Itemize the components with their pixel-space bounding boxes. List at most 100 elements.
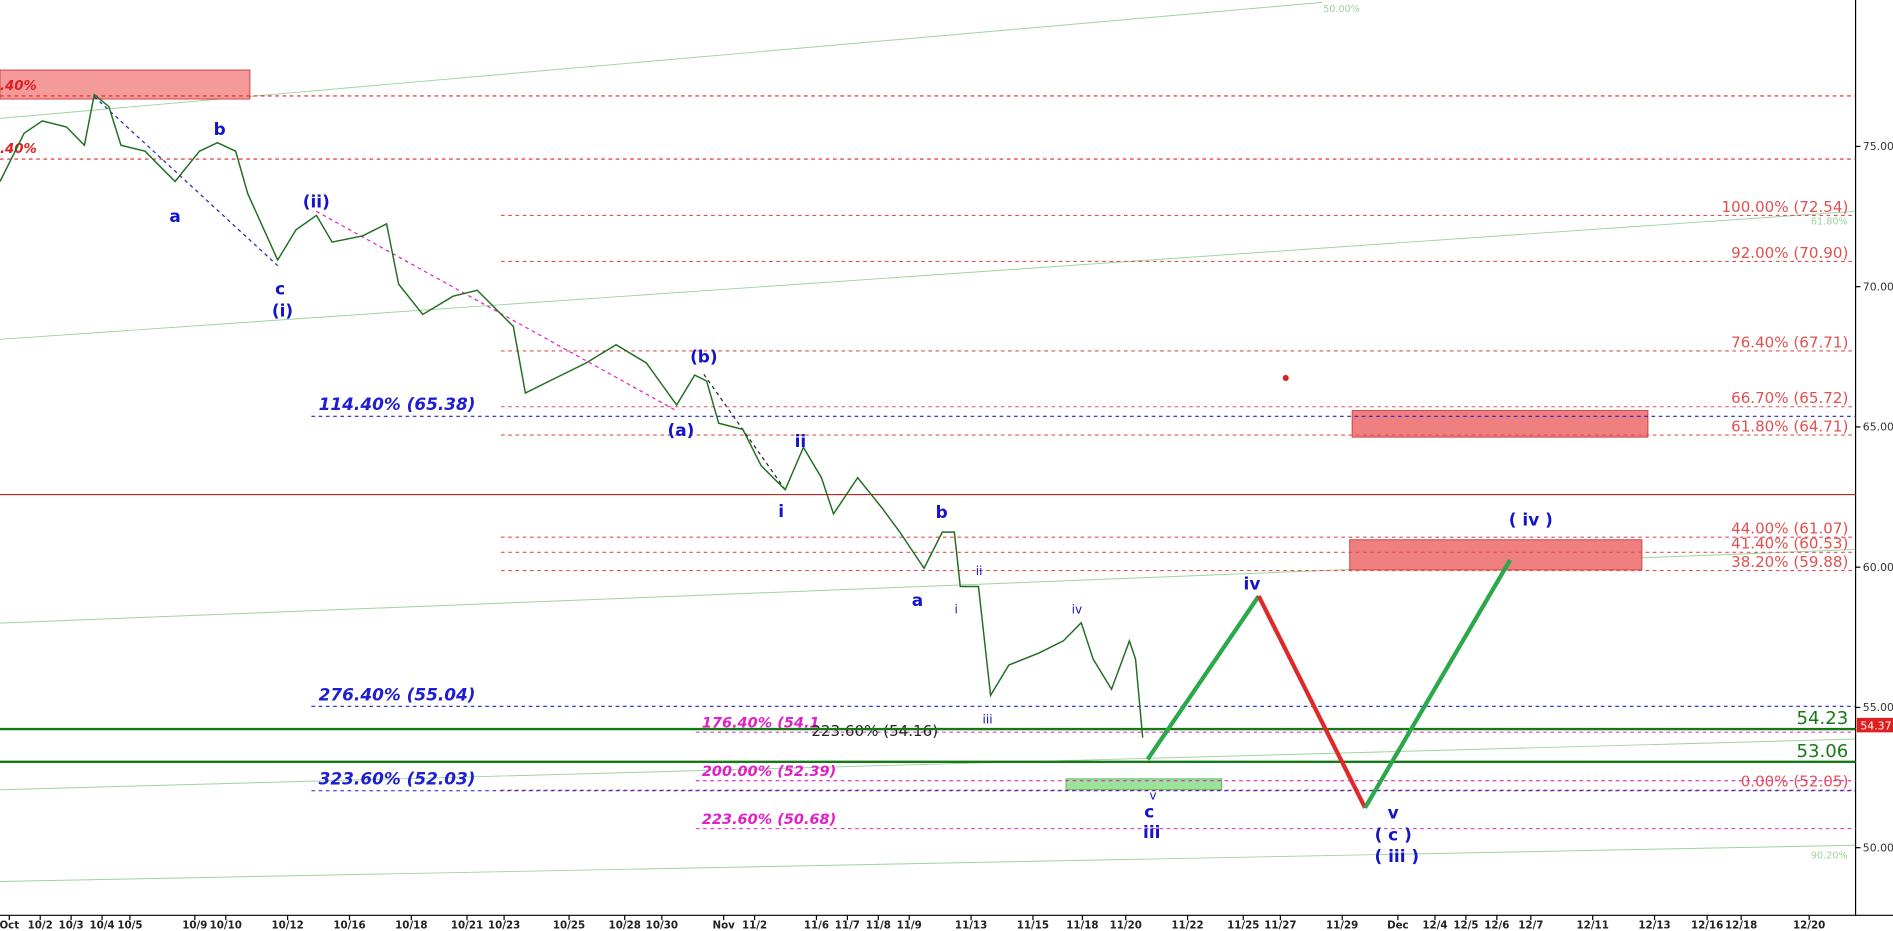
wave-label: (b) bbox=[690, 346, 718, 366]
wave-label: b bbox=[214, 119, 226, 139]
channel-line bbox=[0, 844, 1856, 882]
wave-label: iv bbox=[1244, 573, 1261, 593]
channel-line bbox=[0, 1, 1323, 119]
wave-label: a bbox=[912, 590, 923, 610]
zone-box bbox=[1349, 539, 1643, 571]
x-tick-label: 10/28 bbox=[609, 920, 641, 931]
y-tick-label: 60.00 bbox=[1863, 561, 1893, 574]
x-tick-label: 11/6 bbox=[804, 920, 829, 931]
x-tick-label: 10/30 bbox=[646, 920, 678, 931]
wave-label: ( iii ) bbox=[1375, 846, 1420, 866]
x-tick-label: 10/16 bbox=[333, 920, 365, 931]
x-tick-label: 11/2 bbox=[742, 920, 767, 931]
level-label: .40% bbox=[0, 142, 37, 157]
x-tick-label: 12/5 bbox=[1453, 920, 1478, 931]
channel-label: 90.20% bbox=[1811, 851, 1848, 862]
wave-label: v bbox=[1388, 803, 1399, 823]
projection-line bbox=[1363, 558, 1512, 809]
x-tick-label: 11/27 bbox=[1264, 920, 1296, 931]
wave-label: v bbox=[1149, 788, 1156, 802]
channel-line bbox=[0, 738, 1856, 791]
level-label: 100.00% (72.54) bbox=[1722, 198, 1849, 216]
x-tick-label: Dec bbox=[1387, 920, 1409, 931]
x-tick-label: 11/15 bbox=[1017, 920, 1049, 931]
level-label: 41.40% (60.53) bbox=[1731, 535, 1848, 553]
wave-label: (a) bbox=[667, 420, 694, 440]
x-tick-label: 10/10 bbox=[210, 920, 242, 931]
level-label: 53.06 bbox=[1796, 741, 1848, 762]
level-label: 223.60% (50.68) bbox=[702, 812, 836, 828]
channel-label: 61.80% bbox=[1811, 217, 1848, 228]
x-tick-label: 10/9 bbox=[182, 920, 207, 931]
zone-box bbox=[0, 69, 251, 100]
y-tick-label: 50.00 bbox=[1863, 841, 1893, 854]
x-tick-label: 11/25 bbox=[1227, 920, 1259, 931]
x-tick-label: 12/6 bbox=[1484, 920, 1509, 931]
wave-label: ii bbox=[795, 431, 807, 451]
wave-label: i bbox=[954, 602, 957, 616]
wave-label: b bbox=[936, 502, 948, 522]
x-tick-label: 11/7 bbox=[835, 920, 860, 931]
x-tick-label: 11/8 bbox=[866, 920, 891, 931]
x-tick-label: 12/13 bbox=[1638, 920, 1670, 931]
price-tag-label: 54.37 bbox=[1860, 719, 1891, 732]
x-tick-label: 10/18 bbox=[395, 920, 427, 931]
wave-line bbox=[703, 373, 786, 490]
wave-label: c bbox=[275, 279, 285, 299]
level-label: .40% bbox=[0, 79, 37, 94]
level-label: 61.80% (64.71) bbox=[1731, 417, 1848, 435]
x-tick-label: 10/4 bbox=[89, 920, 114, 931]
channel-line bbox=[0, 210, 1856, 340]
projection-line bbox=[1145, 594, 1261, 761]
x-tick-label: 11/20 bbox=[1110, 920, 1142, 931]
wave-label: iii bbox=[1143, 822, 1160, 842]
y-tick-label: 55.00 bbox=[1863, 701, 1893, 714]
x-tick-label: 10/5 bbox=[117, 920, 142, 931]
wave-label: ( c ) bbox=[1375, 824, 1412, 844]
level-label: 276.40% (55.04) bbox=[319, 684, 476, 704]
level-label: 200.00% (52.39) bbox=[702, 764, 836, 780]
wave-label: ii bbox=[976, 564, 983, 578]
x-tick-label: Nov bbox=[713, 920, 736, 931]
x-tick-label: 12/18 bbox=[1725, 920, 1757, 931]
wave-line bbox=[93, 96, 279, 267]
x-tick-label: Oct bbox=[0, 920, 19, 931]
level-label: 44.00% (61.07) bbox=[1731, 520, 1848, 538]
y-tick-label: 75.00 bbox=[1863, 140, 1893, 153]
x-tick-label: 11/29 bbox=[1326, 920, 1358, 931]
wave-label: (i) bbox=[272, 300, 293, 320]
x-tick-label: 10/25 bbox=[553, 920, 585, 931]
x-tick-label: 12/16 bbox=[1691, 920, 1723, 931]
y-tick-label: 70.00 bbox=[1863, 280, 1893, 293]
wave-label: i bbox=[778, 501, 784, 521]
wave-label: c bbox=[1144, 801, 1154, 821]
x-tick-label: 10/2 bbox=[28, 920, 53, 931]
x-tick-label: 12/20 bbox=[1793, 920, 1825, 931]
x-tick-label: 12/11 bbox=[1577, 920, 1609, 931]
x-tick-label: 11/9 bbox=[897, 920, 922, 931]
wave-label: a bbox=[169, 206, 180, 226]
y-tick-label: 65.00 bbox=[1863, 421, 1893, 434]
level-label: 66.70% (65.72) bbox=[1731, 389, 1848, 407]
x-tick-label: 11/18 bbox=[1066, 920, 1098, 931]
wave-label: ( iv ) bbox=[1509, 509, 1553, 529]
x-tick-label: 10/12 bbox=[271, 920, 303, 931]
level-label: 54.23 bbox=[1796, 708, 1848, 729]
level-label: 323.60% (52.03) bbox=[319, 769, 476, 789]
level-label: 223.60% (54.16) bbox=[811, 722, 938, 740]
level-label: 176.40% (54.1 bbox=[702, 715, 820, 731]
x-tick-label: 12/7 bbox=[1518, 920, 1543, 931]
channel-label: 50.00% bbox=[1323, 4, 1360, 15]
wave-label: iii bbox=[983, 712, 993, 726]
wave-line bbox=[316, 210, 677, 412]
target-box bbox=[1065, 778, 1223, 791]
level-label: 0.00% (52.05) bbox=[1741, 773, 1849, 791]
level-label: 92.00% (70.90) bbox=[1731, 244, 1848, 262]
price-line bbox=[0, 93, 1144, 738]
x-tick-label: 10/23 bbox=[488, 920, 520, 931]
level-label: 114.40% (65.38) bbox=[319, 394, 476, 414]
x-tick-label: 10/3 bbox=[59, 920, 84, 931]
